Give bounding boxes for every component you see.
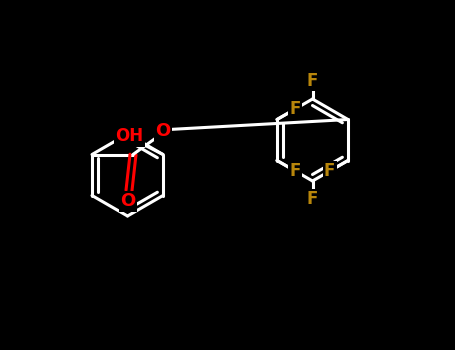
Text: OH: OH [116,127,144,146]
Text: O: O [121,193,136,210]
Text: F: F [290,162,301,180]
Text: F: F [307,72,318,90]
Text: F: F [324,162,335,180]
Text: O: O [155,121,171,140]
Text: F: F [290,100,301,118]
Text: F: F [307,190,318,208]
